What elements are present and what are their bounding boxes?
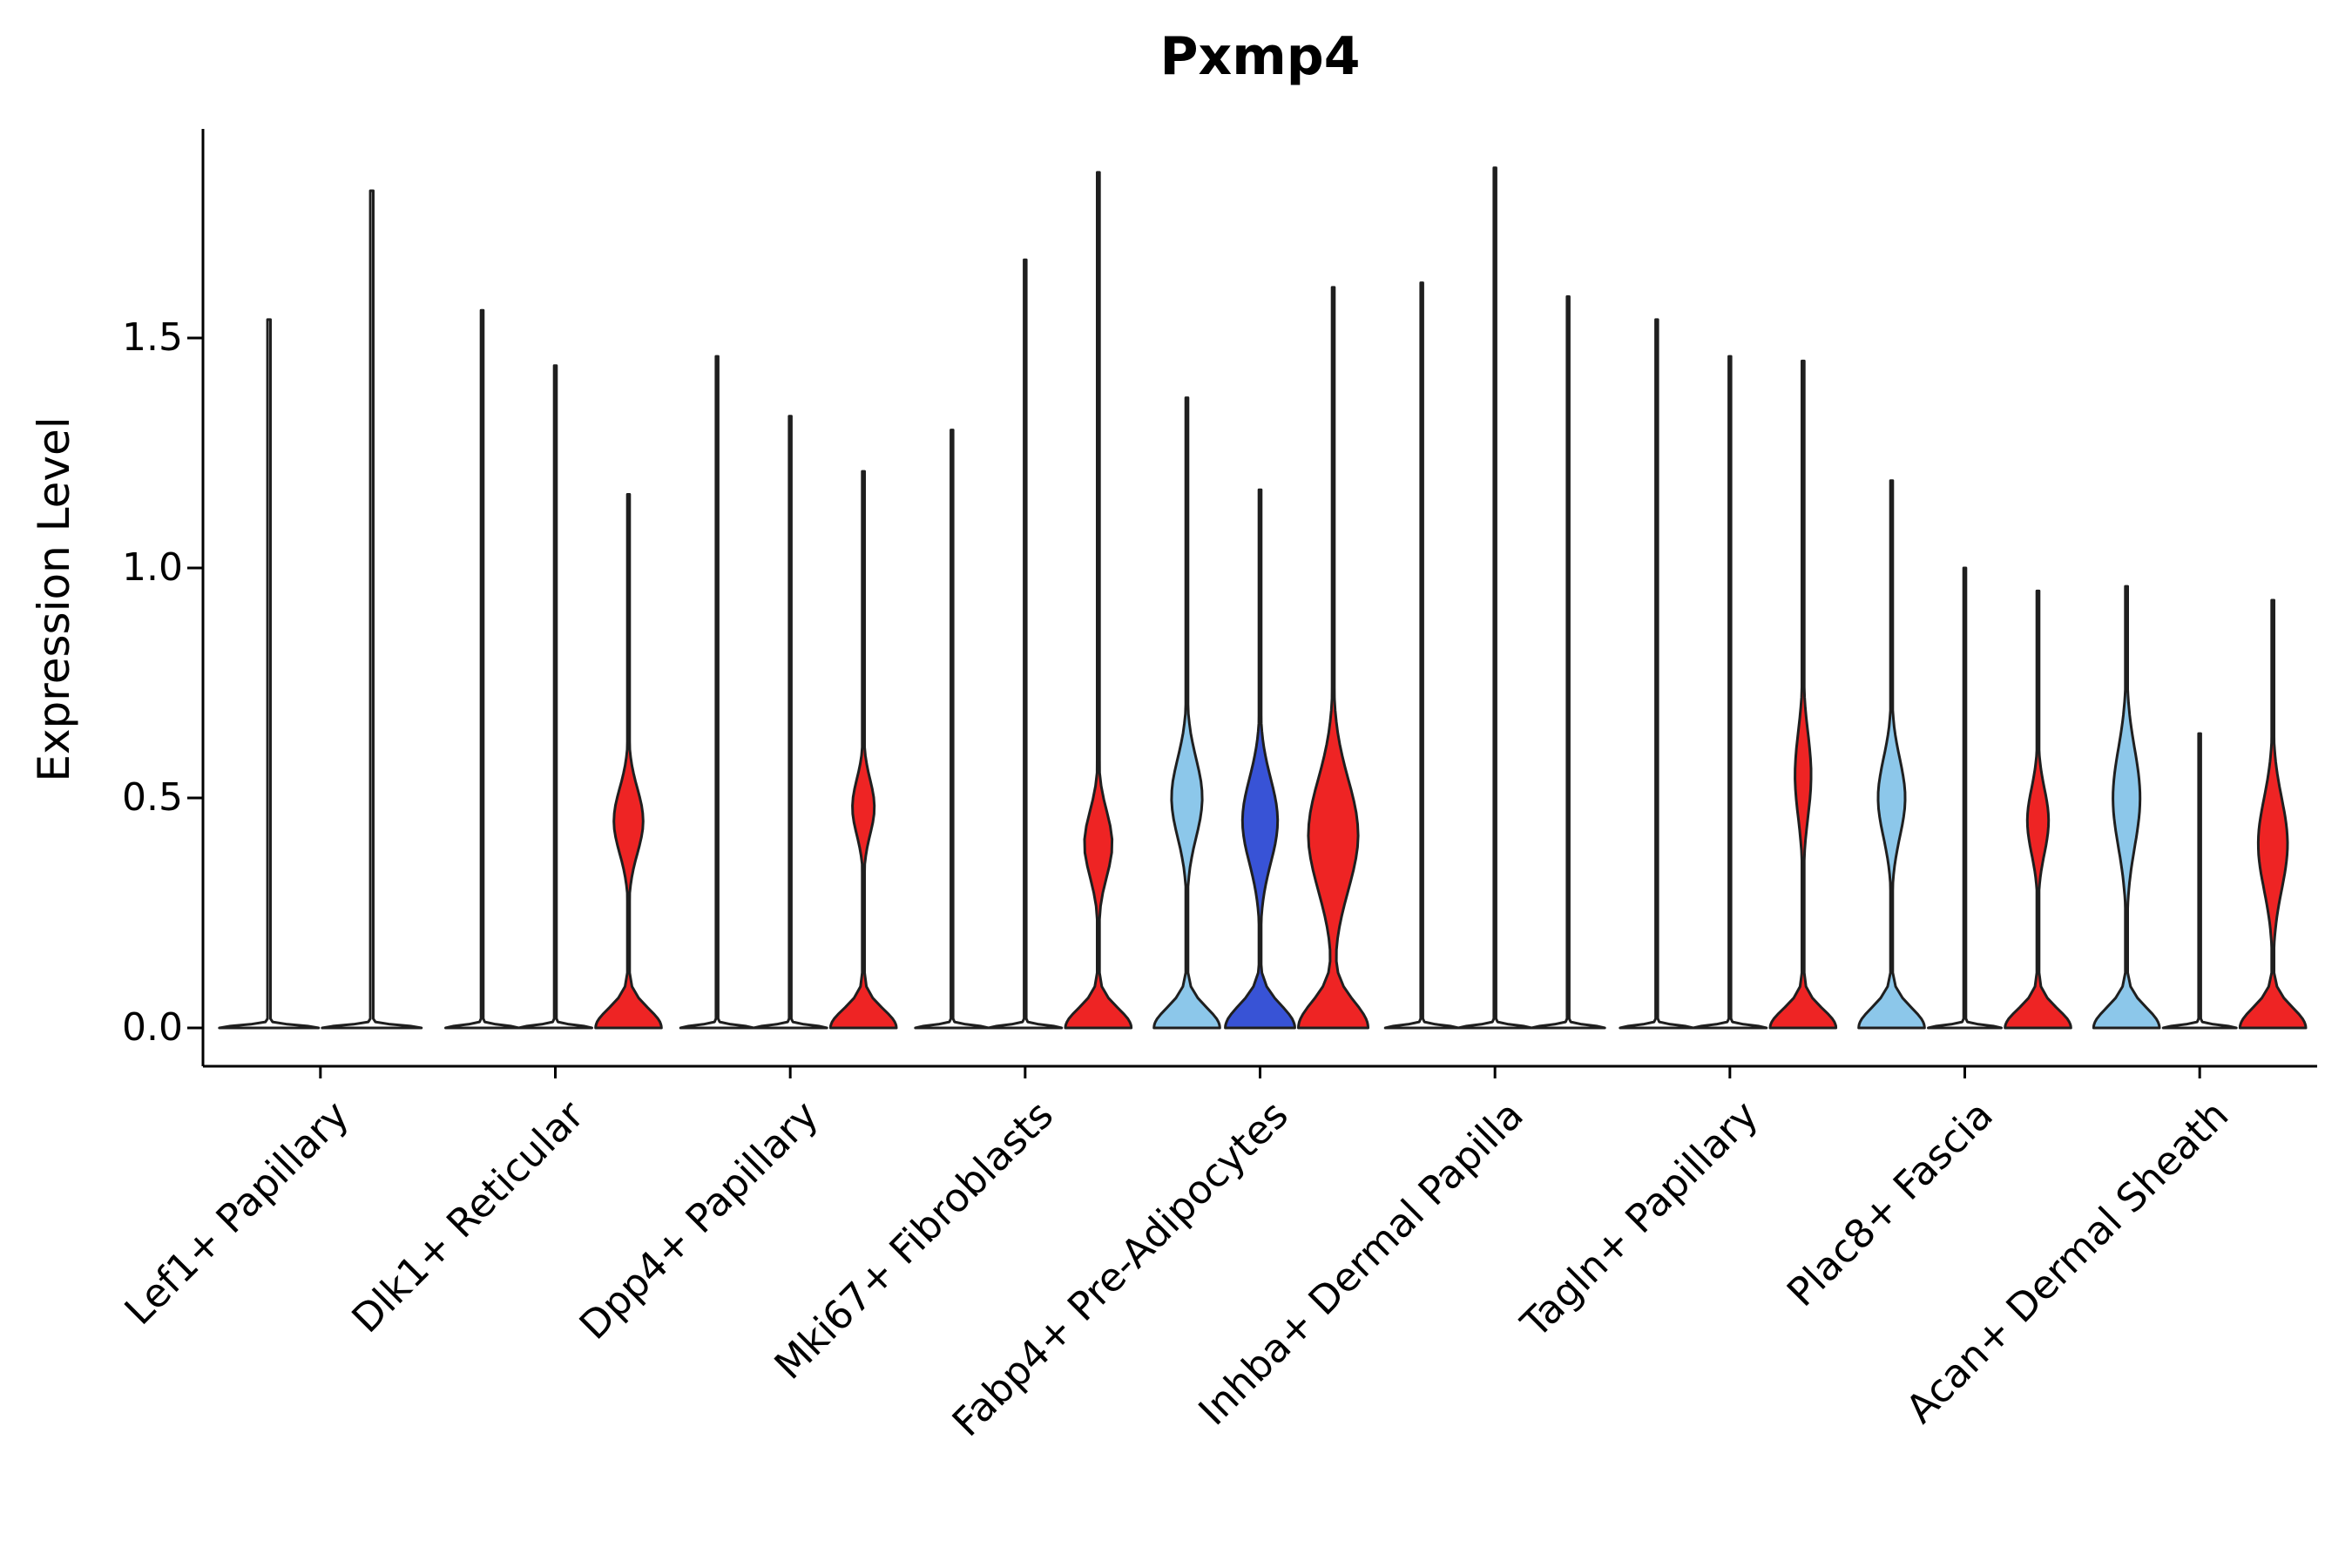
- violin-cat8-slot0: [2092, 585, 2161, 1030]
- violin-cat3-slot1: [987, 258, 1064, 1030]
- violin-cat6-slot0: [1619, 318, 1695, 1030]
- violin-cat8-slot1: [2161, 732, 2238, 1030]
- violin-cat0-slot0: [218, 318, 321, 1030]
- violin-cat1-slot0: [444, 308, 520, 1030]
- chart-title: Pxmp4: [1159, 26, 1361, 87]
- violin-cat1-slot2: [594, 493, 663, 1030]
- violin-cat5-slot2: [1530, 295, 1606, 1030]
- violin-cat0-slot1: [321, 189, 423, 1030]
- violin-cat3-slot2: [1064, 171, 1133, 1030]
- violin-cat4-slot2: [1297, 286, 1369, 1030]
- violin-cat7-slot2: [2004, 589, 2072, 1030]
- violin-cat7-slot0: [1857, 479, 1926, 1030]
- violin-cat5-slot1: [1456, 166, 1533, 1030]
- violin-cat4-slot0: [1152, 396, 1221, 1030]
- violin-cat4-slot1: [1224, 488, 1296, 1030]
- violin-cat2-slot2: [828, 470, 898, 1030]
- violin-cat7-slot1: [1927, 566, 2003, 1030]
- violin-cat6-slot2: [1768, 359, 1838, 1030]
- violin-cat2-slot0: [679, 355, 755, 1030]
- violin-cat1-slot1: [517, 364, 593, 1030]
- violin-cat2-slot1: [752, 415, 828, 1030]
- violin-cat3-slot0: [914, 429, 990, 1030]
- violin-cat5-slot0: [1383, 281, 1460, 1030]
- violin-cat6-slot1: [1692, 355, 1768, 1030]
- violin-cat8-slot2: [2238, 598, 2308, 1030]
